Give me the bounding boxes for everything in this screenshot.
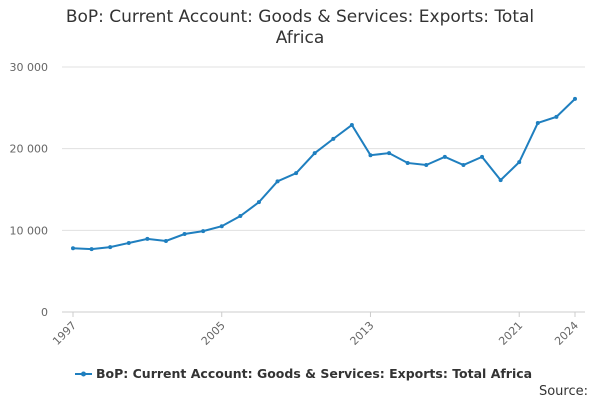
point xyxy=(108,245,113,250)
point xyxy=(201,229,206,234)
y-tick-label: 20 000 xyxy=(10,143,49,156)
legend-label: BoP: Current Account: Goods & Services: … xyxy=(96,366,532,381)
point xyxy=(312,151,317,156)
point xyxy=(573,96,577,101)
chart-title: BoP: Current Account: Goods & Services: … xyxy=(66,7,534,48)
y-tick-label: 10 000 xyxy=(10,224,49,237)
point xyxy=(424,163,429,167)
point xyxy=(182,232,187,237)
point xyxy=(535,120,540,125)
point xyxy=(89,247,94,252)
line xyxy=(72,98,576,251)
point xyxy=(238,214,243,219)
point xyxy=(387,151,392,156)
source: Source: xyxy=(539,384,588,399)
point xyxy=(256,200,261,205)
legend-marker xyxy=(81,371,86,377)
point xyxy=(480,154,485,159)
point xyxy=(145,236,150,241)
point xyxy=(219,224,224,229)
point xyxy=(554,114,559,119)
x-tick-label: 2005 xyxy=(199,319,228,348)
point xyxy=(405,160,410,165)
point xyxy=(294,171,299,176)
point xyxy=(163,238,168,243)
point xyxy=(461,163,466,167)
point xyxy=(368,153,373,158)
x-tick-label: 2024 xyxy=(552,319,581,348)
point xyxy=(517,160,522,165)
x-tick-label: 2021 xyxy=(496,319,525,348)
point xyxy=(126,240,131,245)
y-tick-label: 0 xyxy=(41,306,48,319)
point xyxy=(442,154,447,159)
point xyxy=(71,246,75,251)
y-tick-label: 30 000 xyxy=(10,61,49,74)
x-tick-label: 1997 xyxy=(50,319,79,348)
point xyxy=(498,178,503,183)
point xyxy=(275,179,280,184)
point xyxy=(349,122,354,127)
x-tick-label: 2013 xyxy=(348,319,377,348)
point xyxy=(331,136,336,141)
